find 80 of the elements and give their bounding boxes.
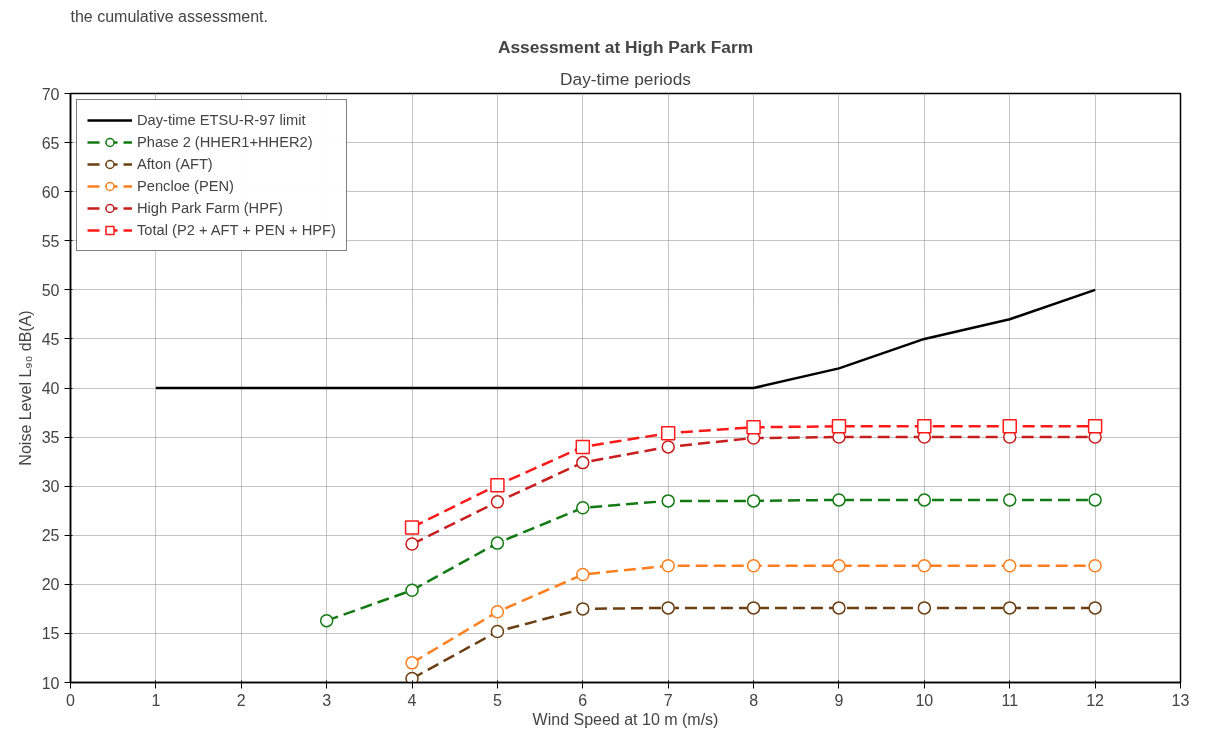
legend-label: Afton (AFT) [137, 155, 213, 173]
x-tick-label: 1 [151, 691, 161, 709]
x-tick-label: 8 [749, 691, 759, 709]
point [746, 494, 761, 508]
text: the cumulative assessment. [70, 7, 268, 25]
point [832, 558, 846, 573]
point [831, 419, 847, 434]
y-tick-label: 10 [41, 674, 60, 692]
y-tick-label: 50 [41, 281, 60, 299]
legend-label: Day-time ETSU-R-97 limit [137, 111, 306, 129]
line-series [154, 288, 1097, 390]
point [575, 439, 591, 455]
x-tick-label: 6 [578, 691, 588, 709]
point [661, 440, 675, 454]
point [1002, 419, 1017, 434]
point [405, 656, 419, 670]
point [917, 493, 932, 507]
point [490, 495, 505, 509]
y-tick-label: 20 [41, 576, 60, 594]
point [1002, 558, 1017, 573]
point [746, 420, 761, 435]
point [660, 425, 676, 441]
y-tick-label: 70 [41, 85, 60, 103]
legend-label: Phase 2 (HHER1+HHER2) [137, 133, 313, 151]
point [490, 624, 505, 639]
point [661, 558, 675, 573]
y-axis-title: Noise Level L₉₀ dB(A) [16, 310, 34, 466]
point [832, 601, 846, 615]
point [576, 501, 590, 515]
y-tick-label: 60 [41, 183, 60, 201]
point [490, 477, 505, 493]
x-tick-label: 2 [236, 691, 246, 709]
point [661, 494, 675, 508]
point [576, 567, 590, 582]
x-tick-label: 0 [66, 691, 76, 709]
y-tick-label: 15 [41, 625, 60, 643]
point [490, 536, 505, 550]
y-tick-label: 30 [41, 478, 60, 496]
point [917, 419, 932, 434]
chart-title: Assessment at High Park Farm [497, 36, 754, 57]
point [917, 558, 932, 573]
y-tick-label: 45 [41, 330, 60, 348]
point [746, 558, 761, 573]
point [1002, 493, 1017, 507]
point [1088, 601, 1102, 615]
point [576, 602, 590, 616]
point [661, 601, 675, 615]
point [405, 583, 419, 597]
point [1087, 419, 1103, 434]
x-tick-label: 5 [492, 691, 502, 709]
chart-subtitle: Day-time periods [560, 68, 692, 89]
x-tick-label: 13 [1171, 691, 1190, 709]
y-tick-label: 40 [41, 380, 60, 397]
x-tick-label: 7 [663, 691, 673, 709]
point [490, 605, 505, 619]
x-tick-label: 11 [1001, 691, 1019, 709]
legend-label: High Park Farm (HPF) [137, 199, 283, 217]
point [1088, 558, 1102, 573]
point [917, 601, 932, 615]
point [405, 671, 419, 683]
point [404, 520, 420, 535]
x-axis-title: Wind Speed at 10 m (m/s) [532, 710, 719, 728]
point [405, 537, 419, 551]
point [319, 613, 334, 628]
x-tick-label: 10 [915, 691, 934, 709]
point [1002, 601, 1017, 615]
y-tick-label: 25 [41, 527, 60, 545]
y-tick-label: 35 [41, 429, 60, 447]
point [832, 493, 846, 507]
y-tick-label: 65 [41, 134, 60, 152]
legend-label: Total (P2 + AFT + PEN + HPF) [137, 221, 336, 239]
point [576, 455, 590, 470]
x-tick-label: 4 [407, 691, 417, 709]
x-tick-label: 3 [322, 691, 332, 709]
x-tick-label: 12 [1086, 691, 1105, 709]
x-tick-label: 9 [834, 691, 844, 709]
y-tick-label: 55 [41, 232, 60, 250]
legend-label: Pencloe (PEN) [137, 177, 234, 195]
point [1088, 493, 1102, 507]
point [746, 601, 761, 615]
